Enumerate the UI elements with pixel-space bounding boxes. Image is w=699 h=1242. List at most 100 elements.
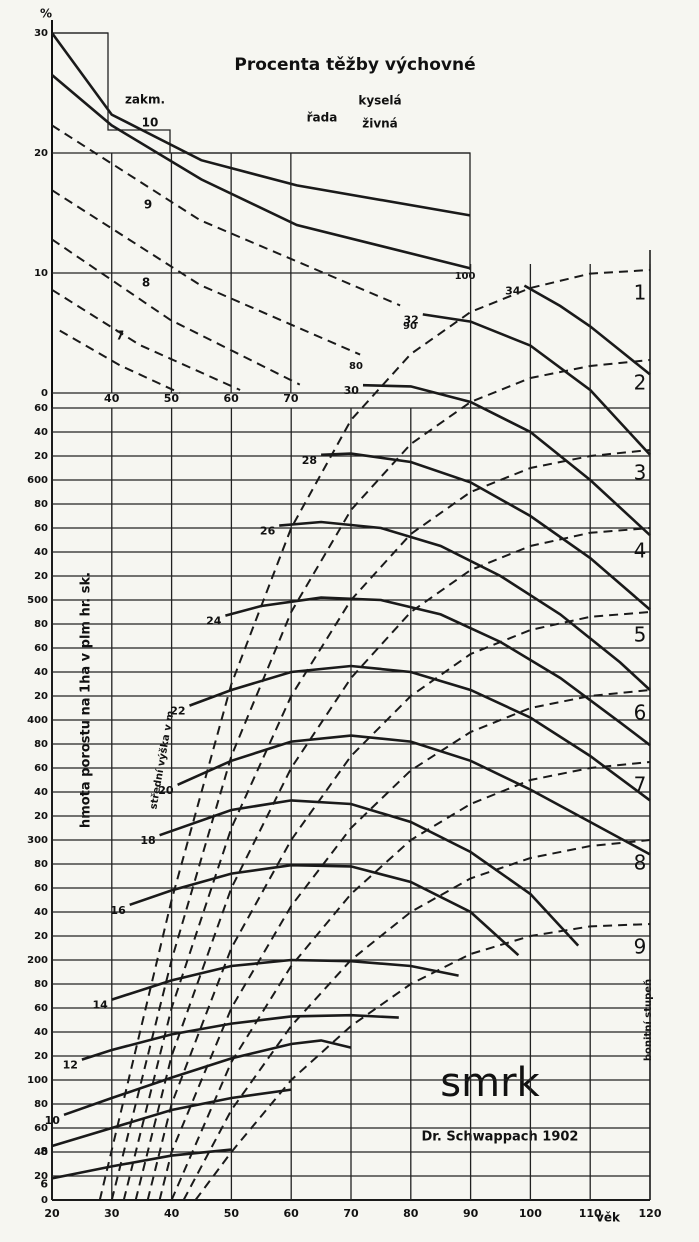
y-tick-label: 80 — [34, 739, 48, 750]
y-tick-label: 300 — [27, 835, 48, 846]
y-tick-label: 80 — [34, 619, 48, 630]
x-tick-label: 70 — [283, 392, 299, 405]
curve-label: 7 — [116, 329, 124, 343]
y-tick-label: 30 — [34, 28, 48, 39]
series-label: 34 — [505, 285, 521, 298]
x-tick-label: 110 — [579, 1207, 602, 1220]
series-label: 9 — [634, 935, 647, 959]
solid-curve — [189, 664, 651, 802]
x-tick-label: 100 — [519, 1207, 542, 1220]
curve-label: 10 — [142, 116, 159, 130]
solid-curve — [129, 863, 520, 957]
y-tick-label: 20 — [34, 571, 48, 582]
y-tick-label: 20 — [34, 451, 48, 462]
y-tick-label: 60 — [34, 763, 48, 774]
series-label: 30 — [344, 384, 360, 397]
curve-label: 100 — [455, 271, 476, 282]
y-tick-label: 80 — [34, 499, 48, 510]
series-label: 12 — [63, 1059, 78, 1072]
annotation: živná — [362, 117, 398, 131]
y-axis-title: hmota porostu na 1ha v plm hr. sk. — [79, 572, 94, 828]
annotation: zakm. — [125, 93, 165, 107]
y-tick-label: 60 — [34, 1003, 48, 1014]
y-tick-label: 80 — [34, 1099, 48, 1110]
series-label: 1 — [634, 281, 647, 305]
solid-curve — [81, 1013, 399, 1061]
series-label: 8 — [40, 1145, 48, 1158]
dashed-curve — [51, 189, 361, 356]
y-tick-label: 0 — [41, 1195, 48, 1206]
solid-curve — [51, 1088, 292, 1148]
series-label: 16 — [110, 904, 126, 917]
x-tick-label: 60 — [223, 392, 239, 405]
dashed-curve — [51, 124, 401, 307]
dashed-curve — [170, 761, 651, 1201]
series-label: 22 — [170, 705, 185, 718]
series-label: 28 — [302, 454, 317, 467]
chart-title: Procenta těžby výchovné — [234, 55, 475, 75]
y-tick-label: 20 — [34, 1051, 48, 1062]
dashed-curve — [134, 527, 651, 1201]
y-tick-label: 60 — [34, 883, 48, 894]
solid-curve — [321, 452, 651, 611]
series-label: 14 — [92, 999, 108, 1012]
x-tick-label: 70 — [343, 1207, 359, 1220]
y-tick-label: 60 — [34, 523, 48, 534]
dashed-curve — [59, 329, 181, 394]
dashed-curve — [182, 839, 651, 1201]
y-tick-label: 40 — [34, 427, 48, 438]
solid-curve — [50, 32, 471, 217]
x-tick-label: 60 — [284, 1207, 300, 1220]
y-tick-label: 200 — [27, 955, 48, 966]
y-tick-label: 80 — [34, 859, 48, 870]
series-label: 6 — [40, 1177, 48, 1190]
solid-curve — [159, 799, 580, 947]
dashed-curve — [51, 238, 301, 386]
y-tick-label: 60 — [34, 643, 48, 654]
curve-label: 90 — [403, 321, 417, 332]
solid-curve — [225, 596, 651, 747]
dashed-curve — [51, 288, 241, 391]
dashed-curve — [122, 449, 651, 1201]
solid-curve — [177, 734, 651, 856]
annotation: Dr. Schwappach 1902 — [422, 1130, 579, 1145]
series-label: 4 — [634, 539, 647, 563]
x-tick-label: 40 — [164, 1207, 180, 1220]
series-label: 3 — [634, 461, 647, 485]
x-tick-label: 90 — [463, 1207, 479, 1220]
x-axis-title: věk — [596, 1211, 621, 1225]
dashed-curve — [110, 359, 651, 1201]
y-tick-label: 20 — [34, 691, 48, 702]
x-tick-label: 30 — [104, 1207, 120, 1220]
dashed-curve — [146, 611, 651, 1201]
y-tick-label: 10 — [34, 268, 48, 279]
y-tick-label: 0 — [41, 388, 48, 399]
dashed-curve — [194, 923, 651, 1201]
dashed-curve — [158, 689, 651, 1201]
annotation: bonitní stupeň — [642, 979, 654, 1061]
x-tick-label: 20 — [44, 1207, 60, 1220]
series-label: 10 — [45, 1114, 61, 1127]
y-tick-label: 40 — [34, 787, 48, 798]
annotation: kyselá — [358, 94, 401, 108]
solid-curve — [279, 520, 651, 691]
x-tick-label: 50 — [224, 1207, 240, 1220]
x-tick-label: 50 — [164, 392, 180, 405]
series-label: 20 — [158, 784, 174, 797]
solid-curve — [111, 958, 459, 1001]
solid-curve — [362, 383, 651, 537]
y-tick-label: 80 — [34, 979, 48, 990]
curve-label: 80 — [349, 361, 363, 372]
solid-curve — [422, 313, 651, 456]
y-tick-label: 20 — [34, 811, 48, 822]
x-tick-label: 80 — [403, 1207, 419, 1220]
y-tick-label: 60 — [34, 1123, 48, 1134]
series-label: 7 — [634, 773, 647, 797]
solid-curve — [51, 1148, 232, 1180]
curve-label: 8 — [142, 276, 150, 290]
series-label: 5 — [634, 623, 647, 647]
series-label: 6 — [634, 701, 647, 725]
y-tick-label: 100 — [27, 1075, 48, 1086]
x-tick-label: 120 — [639, 1207, 662, 1220]
